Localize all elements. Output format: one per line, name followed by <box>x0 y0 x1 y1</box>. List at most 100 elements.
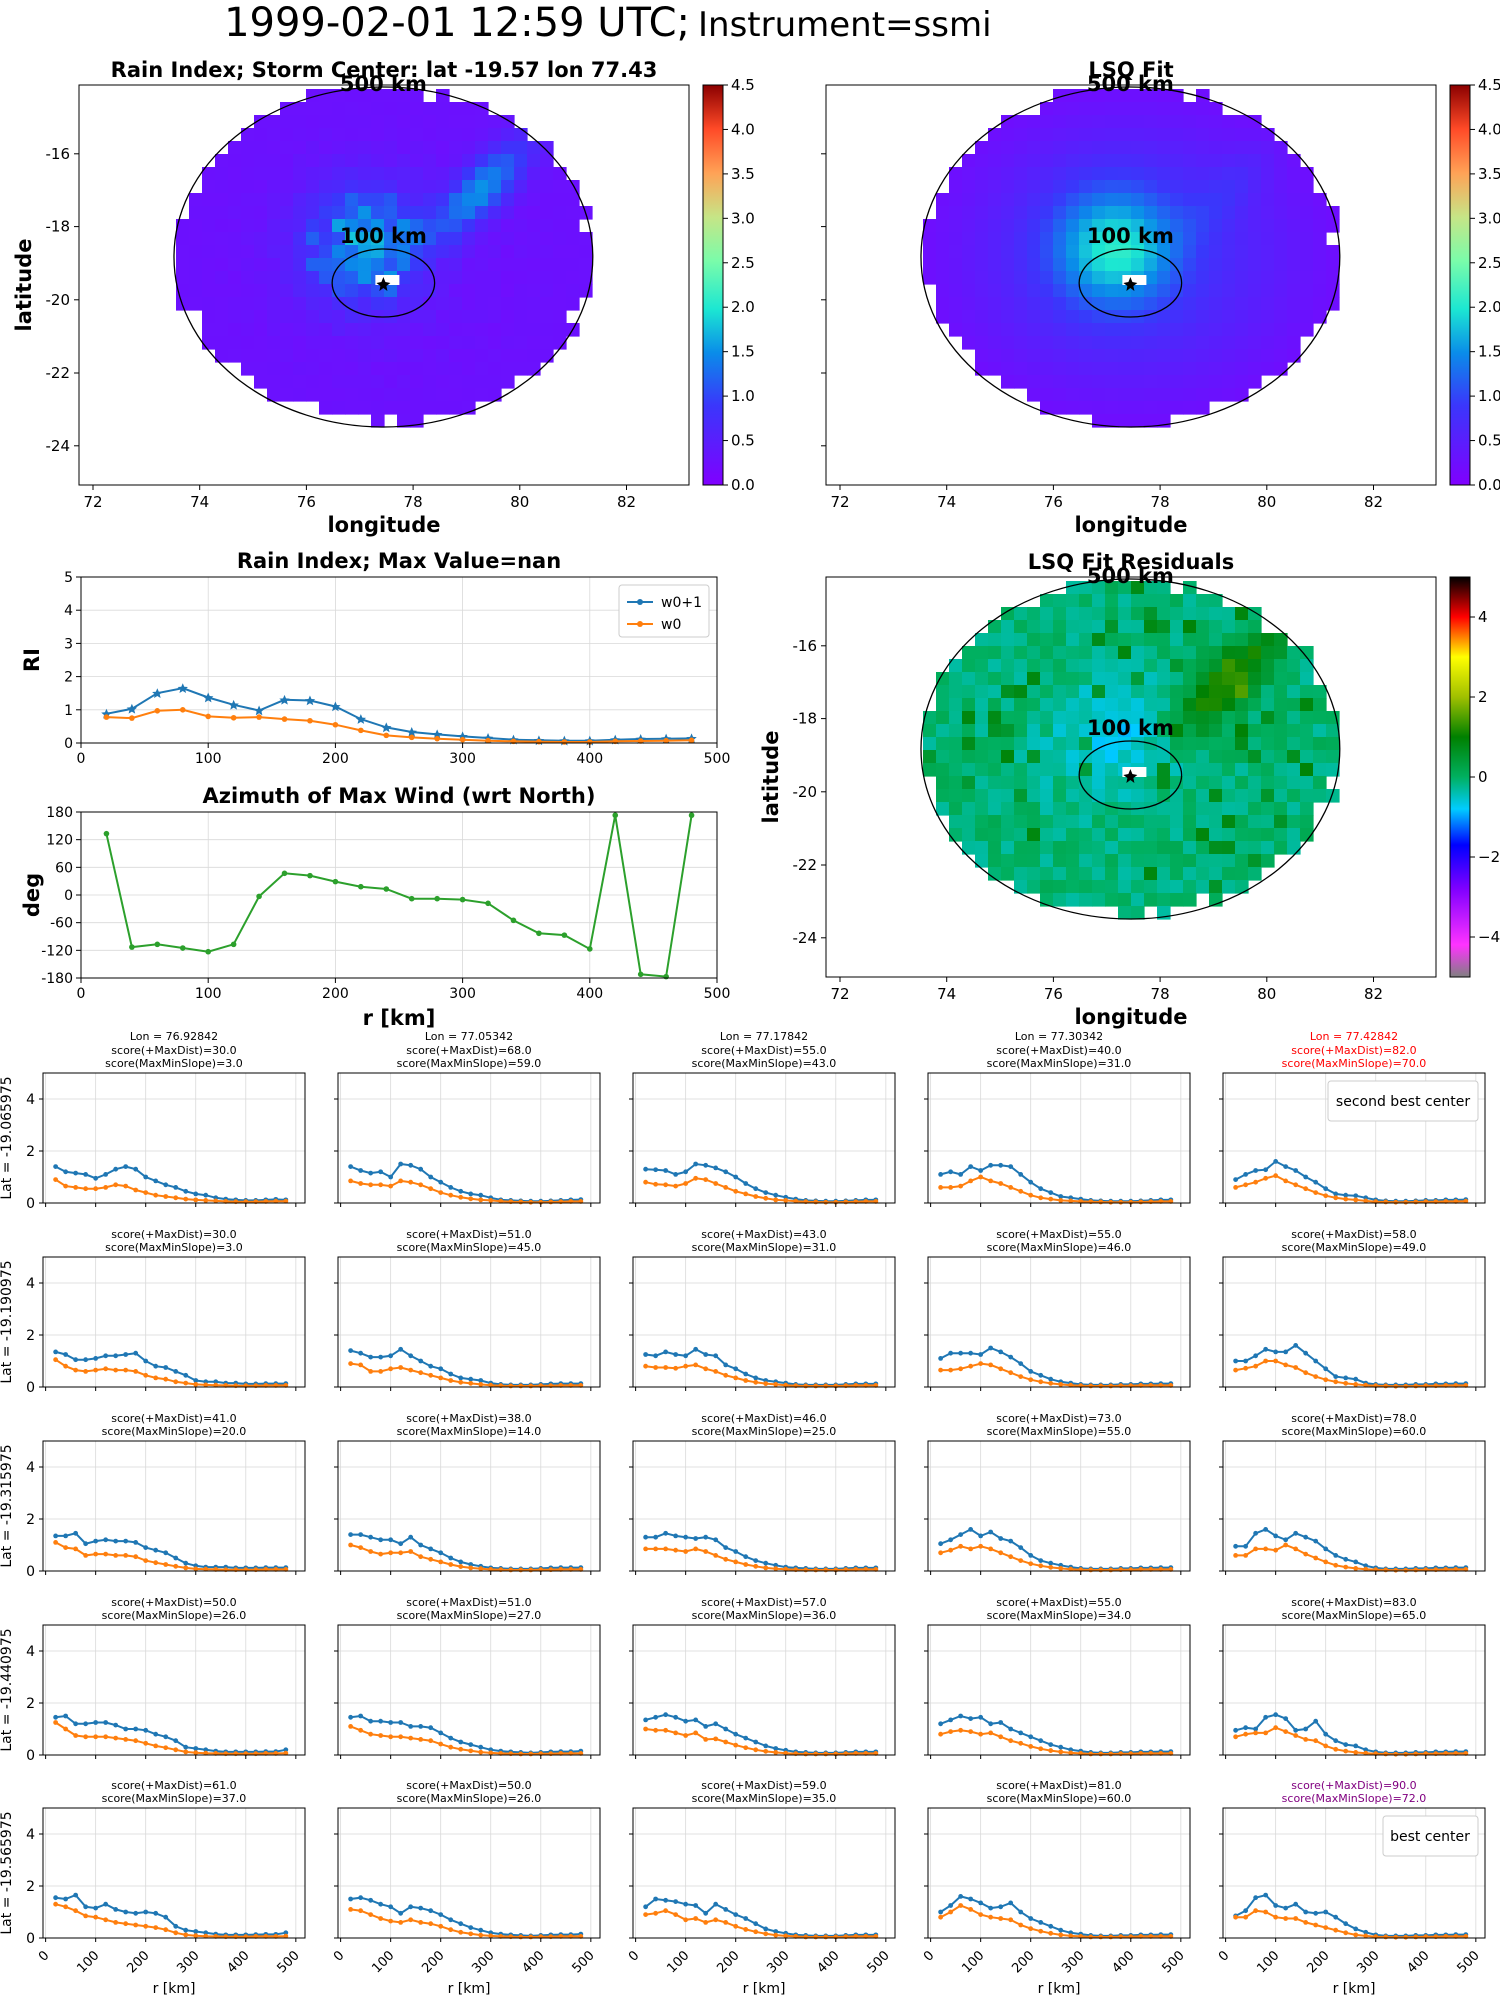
profile-point <box>968 1527 974 1532</box>
data-point <box>688 737 695 744</box>
profile-point <box>998 1720 1004 1725</box>
profile-point <box>703 1724 709 1729</box>
profile-point <box>753 1375 759 1381</box>
colorbar-tick-label: 1.0 <box>1478 387 1500 405</box>
profile-frame <box>337 1440 601 1572</box>
profile-point <box>358 1895 364 1901</box>
data-point <box>304 695 316 706</box>
profile-point <box>143 1174 149 1180</box>
profile-point <box>723 1556 729 1562</box>
profile-point <box>653 1534 659 1540</box>
profile-point <box>643 1363 649 1369</box>
profile-point <box>368 1912 374 1917</box>
profile-point <box>1048 1380 1054 1386</box>
profile-point <box>663 1546 669 1552</box>
profile-point <box>478 1744 484 1750</box>
legend-label: w0 <box>661 617 681 633</box>
profile-point <box>693 1536 699 1541</box>
profile-point <box>103 1172 109 1177</box>
profile-point <box>968 1178 974 1184</box>
x-tick-label: 200 <box>322 751 349 767</box>
profile-score-dist: score(+MaxDist)=50.0 <box>111 1596 236 1609</box>
x-tick-label: 74 <box>937 493 956 511</box>
profile-score-slope: score(MaxMinSlope)=55.0 <box>987 1425 1132 1438</box>
profile-point <box>1333 1553 1339 1558</box>
profile-point <box>938 1731 944 1737</box>
profile-point <box>1343 1564 1349 1570</box>
data-point <box>485 737 491 744</box>
figure-title: 1999-02-01 12:59 UTC; <box>224 0 690 46</box>
profile-point <box>388 1353 394 1359</box>
profile-point <box>1008 1370 1014 1376</box>
profile-point <box>1008 1917 1014 1923</box>
profile-point <box>133 1540 139 1545</box>
profile-xlabel: r [km] <box>448 1981 491 1997</box>
profile-point <box>1273 1159 1279 1164</box>
profile-point <box>1403 1751 1409 1757</box>
y-tick-label: -24 <box>46 437 71 455</box>
profile-plot-area <box>1223 1441 1485 1571</box>
profile-point <box>458 1379 464 1385</box>
profile-point <box>693 1362 699 1368</box>
profile-point <box>203 1382 209 1388</box>
profile-point <box>763 1190 769 1195</box>
profile-point <box>418 1737 424 1742</box>
profile-point <box>133 1922 139 1928</box>
profile-point <box>1413 1934 1419 1940</box>
profile-point <box>398 1365 404 1370</box>
profile-point <box>378 1369 384 1374</box>
profile-point <box>703 1534 709 1540</box>
profile-point <box>743 1181 749 1186</box>
profile-point <box>1283 1349 1289 1355</box>
profile-point <box>518 1383 524 1389</box>
profile-frame <box>1222 1440 1486 1572</box>
profile-point <box>193 1191 199 1197</box>
profile-point <box>1393 1567 1399 1573</box>
profile-point <box>358 1362 364 1368</box>
profile-point <box>203 1747 209 1753</box>
profile-point <box>123 1726 129 1732</box>
profile-point <box>368 1718 374 1724</box>
profile-point <box>488 1750 494 1756</box>
profile-point <box>548 1199 554 1205</box>
x-tick-label: 300 <box>1059 1948 1087 1976</box>
profile-point <box>1363 1382 1369 1388</box>
profile-point <box>133 1910 139 1916</box>
profile-point <box>518 1199 524 1205</box>
profile-point <box>1343 1380 1349 1386</box>
profile-point <box>508 1567 514 1573</box>
y-tick-label: -20 <box>793 783 818 801</box>
profile-point <box>123 1921 129 1927</box>
profile-point <box>1028 1553 1034 1558</box>
profile-point <box>773 1929 779 1934</box>
profile-plot-area <box>338 1441 600 1571</box>
profile-point <box>733 1174 739 1180</box>
profile-plot-area <box>43 1073 305 1203</box>
profile-point <box>438 1550 444 1556</box>
profile-point <box>1323 1731 1329 1737</box>
profile-point <box>1323 1193 1329 1199</box>
profile-point <box>368 1534 374 1540</box>
profile-point <box>1048 1196 1054 1202</box>
profile-plot-area <box>43 1625 305 1755</box>
profile-point <box>733 1559 739 1565</box>
profile-plot-area <box>633 1625 895 1755</box>
profile-point <box>723 1907 729 1912</box>
profile-point <box>733 1923 739 1929</box>
lsq-map-center-blank <box>1122 275 1147 285</box>
profile-frame <box>1222 1624 1486 1756</box>
profile-point <box>398 1734 404 1740</box>
profile-point <box>743 1562 749 1567</box>
profile-point <box>518 1934 524 1940</box>
profile-point <box>1363 1933 1369 1939</box>
profile-point <box>1253 1546 1259 1552</box>
profile-point <box>1028 1916 1034 1921</box>
profile-point <box>1098 1934 1104 1940</box>
profile-point <box>1038 1186 1044 1192</box>
profile-point <box>193 1746 199 1751</box>
profile-point <box>773 1382 779 1387</box>
rain-index-chart: 0 100 200 300 400 500 0 1 2 3 4 5 Rain Index; Max Va… <box>20 549 730 767</box>
profile-point <box>1243 1365 1249 1371</box>
profile-point <box>1028 1369 1034 1374</box>
x-tick-label: 78 <box>404 493 423 511</box>
